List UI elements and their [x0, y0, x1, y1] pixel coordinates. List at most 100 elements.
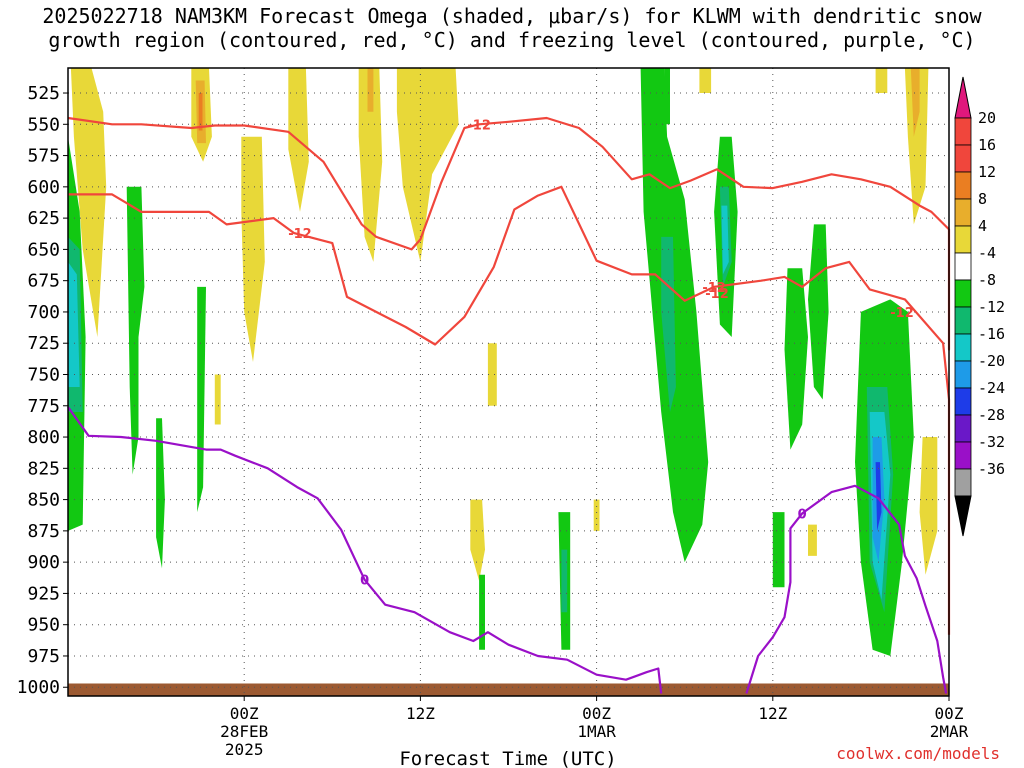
- freezing-level-contour-2-label: 0: [798, 507, 807, 522]
- omega-region-35: [784, 268, 808, 450]
- colorbar-segment: [954, 333, 972, 362]
- y-tick-label: 950: [27, 615, 60, 636]
- colorbar-label: -20: [978, 352, 1005, 370]
- omega-region-11: [470, 499, 485, 581]
- colorbar-label: -12: [978, 298, 1005, 316]
- y-tick-label: 800: [27, 427, 60, 448]
- y-tick-label: 1000: [17, 677, 60, 698]
- omega-region-34: [721, 205, 729, 275]
- x-tick-label: 00Z: [582, 704, 611, 723]
- y-tick-label: 675: [27, 271, 60, 292]
- colorbar-segment: [954, 360, 972, 389]
- plot-frame: [67, 67, 950, 697]
- dgz-upper-contour: [67, 116, 951, 351]
- title-line-1: 2025022718 NAM3KM Forecast Omega (shaded…: [42, 4, 982, 28]
- dgz-extra-label-0: -12: [288, 227, 312, 242]
- colorbar-label: -8: [978, 271, 996, 289]
- y-tick-label: 875: [27, 521, 60, 542]
- colorbar-label: 16: [978, 136, 996, 154]
- omega-region-14: [875, 68, 888, 93]
- colorbar-segment: [954, 225, 972, 254]
- dgz-extra-label-2: -12: [890, 306, 914, 321]
- omega-region-22: [68, 261, 80, 387]
- omega-region-42: [875, 462, 882, 531]
- y-tick-label: 550: [27, 114, 60, 135]
- colorbar-segment: [954, 306, 972, 335]
- colorbar-segment: [954, 171, 972, 200]
- colorbar-label: -36: [978, 460, 1005, 478]
- colorbar-label: 4: [978, 217, 987, 235]
- watermark: coolwx.com/models: [836, 744, 1000, 763]
- colorbar-segment: [954, 198, 972, 227]
- omega-region-19: [808, 524, 817, 556]
- colorbar-segment: [954, 387, 972, 416]
- dgz-extra-label-1: -12: [705, 287, 729, 302]
- omega-region-28: [561, 549, 568, 613]
- y-tick-label: 825: [27, 458, 60, 479]
- colorbar-segment: [954, 414, 972, 443]
- x-tick-label: 12Z: [758, 704, 787, 723]
- omega-region-12: [593, 499, 600, 531]
- omega-region-18: [919, 437, 938, 575]
- colorbar-label: -4: [978, 244, 996, 262]
- terrain-fill: [68, 683, 949, 696]
- chart-title: 2025022718 NAM3KM Forecast Omega (shaded…: [0, 4, 1024, 52]
- x-tick-label: 2MAR: [930, 722, 969, 741]
- omega-region-7: [396, 68, 459, 262]
- omega-shading: [68, 68, 938, 656]
- omega-region-26: [479, 574, 485, 650]
- colorbar-label: 8: [978, 190, 987, 208]
- y-tick-label: 575: [27, 146, 60, 167]
- y-tick-label: 700: [27, 302, 60, 323]
- omega-region-10: [487, 343, 497, 406]
- colorbar-label: 12: [978, 163, 996, 181]
- omega-region-37: [772, 512, 785, 588]
- omega-region-23: [126, 186, 145, 475]
- omega-region-3: [241, 136, 265, 362]
- y-tick-label: 600: [27, 177, 60, 198]
- omega-region-4: [70, 68, 107, 337]
- x-tick-label: 00Z: [935, 704, 964, 723]
- freezing-level-contour-2: [745, 484, 948, 694]
- colorbar-segment: [954, 144, 972, 173]
- pressure-axis: 525 550 575 600 625 650 675 700 725 750 775 800 825 8…: [17, 83, 68, 698]
- x-tick-label: 00Z: [230, 704, 259, 723]
- omega-region-6: [367, 68, 374, 112]
- freezing-level-contour: [67, 406, 663, 694]
- colorbar-segment: [954, 117, 972, 146]
- terrain-strip: [68, 683, 949, 696]
- y-tick-label: 975: [27, 646, 60, 667]
- y-tick-label: 725: [27, 333, 60, 354]
- omega-region-25: [197, 286, 206, 513]
- omega-region-31: [661, 236, 676, 412]
- colorbar-label: -16: [978, 325, 1005, 343]
- y-tick-label: 775: [27, 396, 60, 417]
- colorbar-segment: [954, 252, 972, 281]
- y-tick-label: 525: [27, 83, 60, 104]
- y-tick-label: 625: [27, 208, 60, 229]
- colorbar-label: -24: [978, 379, 1005, 397]
- y-tick-label: 900: [27, 552, 60, 573]
- freezing-level-contour-label: 0: [360, 574, 369, 589]
- omega-region-16: [910, 68, 920, 137]
- omega-region-9: [214, 374, 221, 425]
- y-tick-label: 750: [27, 364, 60, 385]
- omega-region-5: [358, 68, 383, 262]
- dgz-lower-contour-label: -12: [702, 281, 726, 296]
- colorbar-top-arrow: [954, 76, 972, 119]
- colorbar-segment: [954, 279, 972, 308]
- colorbar-bottom-arrow: [954, 495, 972, 537]
- y-tick-label: 850: [27, 490, 60, 511]
- colorbar-segment: [954, 468, 972, 497]
- title-line-2: growth region (contoured, red, °C) and f…: [48, 28, 976, 52]
- x-tick-label: 2025: [225, 740, 264, 759]
- colorbar: 20 16 12 8 4 -4 -8 -12 -16 -20 -24 -28 -32 -36: [954, 76, 1005, 537]
- dgz-lower-contour: [68, 185, 951, 635]
- omega-region-13: [699, 68, 712, 93]
- colorbar-label: -28: [978, 406, 1005, 424]
- omega-region-30: [664, 68, 670, 125]
- x-tick-label: 12Z: [406, 704, 435, 723]
